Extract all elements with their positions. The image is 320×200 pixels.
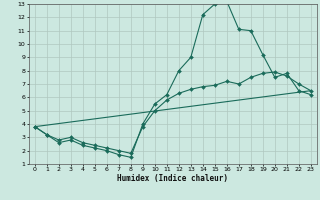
X-axis label: Humidex (Indice chaleur): Humidex (Indice chaleur): [117, 174, 228, 183]
